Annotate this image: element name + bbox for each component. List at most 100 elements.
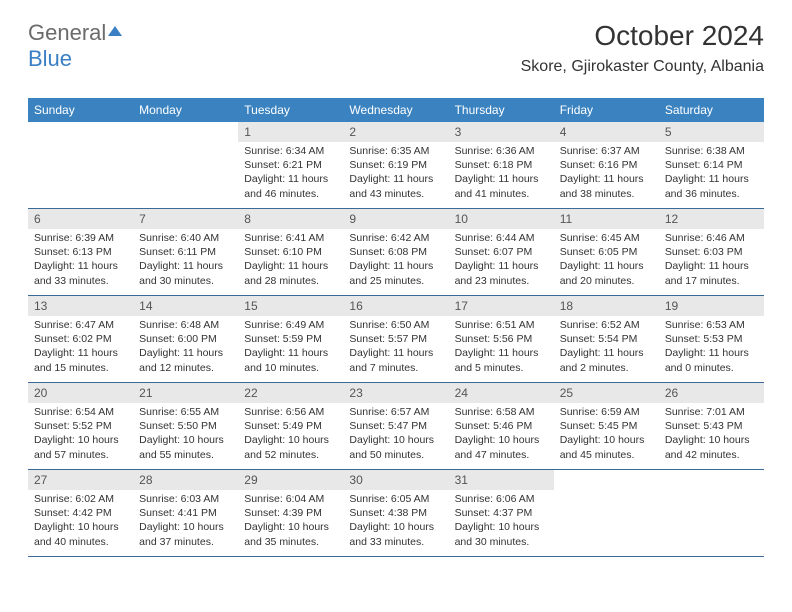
daylight2-text: and 37 minutes. (133, 535, 238, 549)
date-number: 19 (659, 296, 764, 316)
daylight2-text: and 52 minutes. (238, 448, 343, 462)
daylight2-text: and 0 minutes. (659, 361, 764, 375)
date-number: 10 (449, 209, 554, 229)
day-cell: 5Sunrise: 6:38 AMSunset: 6:14 PMDaylight… (659, 122, 764, 208)
daylight1-text: Daylight: 11 hours (238, 346, 343, 360)
sunrise-text: Sunrise: 6:06 AM (449, 492, 554, 506)
date-number: 5 (659, 122, 764, 142)
daylight1-text: Daylight: 11 hours (659, 346, 764, 360)
empty-day-cell (133, 122, 238, 208)
page-header: October 2024 Skore, Gjirokaster County, … (521, 20, 764, 76)
daylight1-text: Daylight: 11 hours (133, 346, 238, 360)
daylight2-text: and 7 minutes. (343, 361, 448, 375)
sunset-text: Sunset: 5:53 PM (659, 332, 764, 346)
week-row: 27Sunrise: 6:02 AMSunset: 4:42 PMDayligh… (28, 470, 764, 557)
sunset-text: Sunset: 6:11 PM (133, 245, 238, 259)
day-cell: 11Sunrise: 6:45 AMSunset: 6:05 PMDayligh… (554, 209, 659, 295)
sunset-text: Sunset: 5:49 PM (238, 419, 343, 433)
sunrise-text: Sunrise: 6:57 AM (343, 405, 448, 419)
date-number: 29 (238, 470, 343, 490)
sunset-text: Sunset: 5:45 PM (554, 419, 659, 433)
date-number: 14 (133, 296, 238, 316)
daylight2-text: and 57 minutes. (28, 448, 133, 462)
sunrise-text: Sunrise: 6:55 AM (133, 405, 238, 419)
sunset-text: Sunset: 5:50 PM (133, 419, 238, 433)
sunset-text: Sunset: 6:02 PM (28, 332, 133, 346)
daylight1-text: Daylight: 11 hours (554, 259, 659, 273)
sunrise-text: Sunrise: 6:49 AM (238, 318, 343, 332)
daylight2-text: and 55 minutes. (133, 448, 238, 462)
sunrise-text: Sunrise: 6:05 AM (343, 492, 448, 506)
sunset-text: Sunset: 6:19 PM (343, 158, 448, 172)
date-number: 16 (343, 296, 448, 316)
week-row: 1Sunrise: 6:34 AMSunset: 6:21 PMDaylight… (28, 122, 764, 209)
date-number: 1 (238, 122, 343, 142)
sunset-text: Sunset: 4:42 PM (28, 506, 133, 520)
sunset-text: Sunset: 5:46 PM (449, 419, 554, 433)
daylight2-text: and 33 minutes. (343, 535, 448, 549)
sunrise-text: Sunrise: 6:53 AM (659, 318, 764, 332)
date-number: 12 (659, 209, 764, 229)
date-number: 27 (28, 470, 133, 490)
day-cell: 22Sunrise: 6:56 AMSunset: 5:49 PMDayligh… (238, 383, 343, 469)
date-number: 23 (343, 383, 448, 403)
daylight1-text: Daylight: 11 hours (343, 259, 448, 273)
daylight2-text: and 17 minutes. (659, 274, 764, 288)
day-cell: 28Sunrise: 6:03 AMSunset: 4:41 PMDayligh… (133, 470, 238, 556)
day-cell: 13Sunrise: 6:47 AMSunset: 6:02 PMDayligh… (28, 296, 133, 382)
date-number: 26 (659, 383, 764, 403)
sunset-text: Sunset: 5:54 PM (554, 332, 659, 346)
day-cell: 14Sunrise: 6:48 AMSunset: 6:00 PMDayligh… (133, 296, 238, 382)
sunset-text: Sunset: 4:37 PM (449, 506, 554, 520)
sunrise-text: Sunrise: 6:42 AM (343, 231, 448, 245)
date-number: 15 (238, 296, 343, 316)
daylight1-text: Daylight: 10 hours (238, 520, 343, 534)
daylight2-text: and 35 minutes. (238, 535, 343, 549)
sunrise-text: Sunrise: 6:52 AM (554, 318, 659, 332)
sunset-text: Sunset: 5:47 PM (343, 419, 448, 433)
day-cell: 29Sunrise: 6:04 AMSunset: 4:39 PMDayligh… (238, 470, 343, 556)
daylight1-text: Daylight: 11 hours (343, 346, 448, 360)
sunrise-text: Sunrise: 6:39 AM (28, 231, 133, 245)
sunrise-text: Sunrise: 6:51 AM (449, 318, 554, 332)
sunset-text: Sunset: 5:43 PM (659, 419, 764, 433)
date-number: 2 (343, 122, 448, 142)
daylight2-text: and 41 minutes. (449, 187, 554, 201)
daylight1-text: Daylight: 11 hours (659, 172, 764, 186)
date-number: 22 (238, 383, 343, 403)
sunset-text: Sunset: 6:16 PM (554, 158, 659, 172)
week-row: 6Sunrise: 6:39 AMSunset: 6:13 PMDaylight… (28, 209, 764, 296)
sunset-text: Sunset: 4:39 PM (238, 506, 343, 520)
daylight1-text: Daylight: 11 hours (343, 172, 448, 186)
weekday-header: Sunday (28, 98, 133, 122)
date-number: 20 (28, 383, 133, 403)
date-number: 6 (28, 209, 133, 229)
sunset-text: Sunset: 4:41 PM (133, 506, 238, 520)
date-number: 3 (449, 122, 554, 142)
date-number: 9 (343, 209, 448, 229)
sunrise-text: Sunrise: 6:37 AM (554, 144, 659, 158)
day-cell: 21Sunrise: 6:55 AMSunset: 5:50 PMDayligh… (133, 383, 238, 469)
daylight2-text: and 15 minutes. (28, 361, 133, 375)
weekday-header: Friday (554, 98, 659, 122)
sunrise-text: Sunrise: 6:44 AM (449, 231, 554, 245)
sunrise-text: Sunrise: 6:47 AM (28, 318, 133, 332)
sunrise-text: Sunrise: 6:41 AM (238, 231, 343, 245)
day-cell: 12Sunrise: 6:46 AMSunset: 6:03 PMDayligh… (659, 209, 764, 295)
sunset-text: Sunset: 5:59 PM (238, 332, 343, 346)
daylight2-text: and 10 minutes. (238, 361, 343, 375)
daylight1-text: Daylight: 11 hours (449, 172, 554, 186)
daylight2-text: and 5 minutes. (449, 361, 554, 375)
daylight1-text: Daylight: 10 hours (449, 520, 554, 534)
date-number: 17 (449, 296, 554, 316)
date-number: 24 (449, 383, 554, 403)
daylight1-text: Daylight: 10 hours (343, 433, 448, 447)
sunrise-text: Sunrise: 6:48 AM (133, 318, 238, 332)
daylight2-text: and 46 minutes. (238, 187, 343, 201)
date-number: 13 (28, 296, 133, 316)
date-number: 7 (133, 209, 238, 229)
sunrise-text: Sunrise: 6:34 AM (238, 144, 343, 158)
sunrise-text: Sunrise: 6:03 AM (133, 492, 238, 506)
daylight1-text: Daylight: 10 hours (28, 433, 133, 447)
day-cell: 26Sunrise: 7:01 AMSunset: 5:43 PMDayligh… (659, 383, 764, 469)
